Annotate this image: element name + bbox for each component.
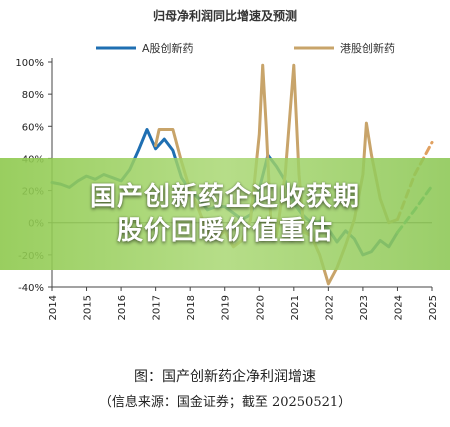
x-tick-label: 2014 [48,295,59,320]
x-tick-label: 2018 [186,295,197,320]
x-tick-label: 2017 [152,295,163,320]
legend-label: 港股创新药 [340,41,395,55]
figure-caption: 图：国产创新药企净利润增速 （信息来源：国金证券；截至 20250521） [0,366,450,414]
headline-banner: 国产创新药企迎收获期 股价回暖价值重估 [0,158,450,270]
y-tick-label: 100% [15,58,44,69]
caption-title: 图：国产创新药企净利润增速 [134,369,316,385]
y-tick-label: -40% [18,283,44,294]
headline-line-1: 国产创新药企迎收获期 [89,182,360,212]
x-tick-label: 2021 [290,295,301,320]
y-tick-label: 60% [22,122,44,133]
x-tick-label: 2016 [117,295,128,320]
headline-line-2: 股价回暖价值重估 [116,216,333,246]
x-tick-label: 2015 [83,295,94,320]
x-tick-label: 2022 [324,295,335,320]
x-tick-label: 2023 [359,295,370,320]
caption-source: （信息来源：国金证券；截至 20250521） [98,395,352,410]
x-tick-label: 2025 [428,295,439,320]
x-tick-label: 2024 [393,295,404,320]
x-tick-label: 2019 [221,295,232,320]
y-tick-label: 80% [22,90,44,101]
chart-title: 归母净利润同比增速及预测 [153,8,297,23]
x-tick-label: 2020 [255,295,266,320]
legend-label: A股创新药 [142,41,194,55]
